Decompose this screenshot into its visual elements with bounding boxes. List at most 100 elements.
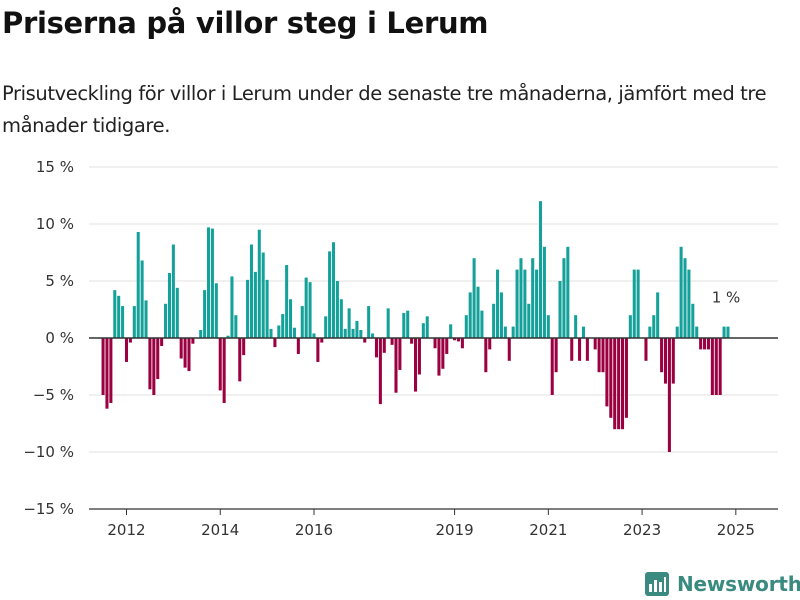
bar <box>347 308 351 338</box>
y-tick-label: 0 % <box>45 329 74 347</box>
bar <box>621 338 625 430</box>
bar <box>538 201 543 338</box>
newsworthy-logo-icon <box>645 572 669 596</box>
bar <box>546 315 550 338</box>
bar <box>511 326 515 338</box>
bar <box>628 315 632 338</box>
y-tick-label: 10 % <box>36 215 74 233</box>
x-tick-label: 2014 <box>201 521 239 539</box>
bar <box>624 338 628 418</box>
bar <box>593 338 597 350</box>
bar <box>406 310 410 338</box>
bar <box>675 326 679 338</box>
bar <box>222 338 226 403</box>
bar <box>128 338 132 343</box>
bar <box>718 338 722 395</box>
bar <box>566 246 570 338</box>
bar <box>304 277 308 338</box>
bar <box>390 338 394 345</box>
bar <box>527 303 531 338</box>
bar <box>218 338 222 391</box>
bar <box>550 338 554 395</box>
newsworthy-logo: Newsworthy <box>644 568 800 600</box>
bar <box>359 330 363 338</box>
bar <box>132 306 136 338</box>
bar <box>292 327 296 338</box>
y-tick-label: −15 % <box>23 500 74 518</box>
bar <box>472 258 476 338</box>
bar <box>453 338 457 341</box>
bar <box>246 279 250 338</box>
bar <box>199 330 203 338</box>
bar <box>601 338 605 373</box>
y-tick-label: 15 % <box>36 158 74 176</box>
bar <box>663 338 668 384</box>
bar <box>597 338 601 373</box>
bar <box>101 338 105 395</box>
bar <box>238 338 242 382</box>
bar <box>203 290 207 338</box>
bar <box>714 338 718 395</box>
bar <box>316 338 320 362</box>
x-tick-label: 2025 <box>717 521 755 539</box>
bar <box>679 246 683 338</box>
bar <box>652 315 656 338</box>
bar <box>265 279 269 338</box>
bar <box>464 315 468 338</box>
bar <box>351 328 355 338</box>
bar <box>441 338 445 369</box>
bar <box>308 282 312 338</box>
bar <box>437 338 441 376</box>
bar <box>324 316 328 338</box>
bar <box>121 306 125 338</box>
bar <box>667 338 671 452</box>
bar <box>425 316 429 338</box>
bar <box>609 338 613 418</box>
bar <box>617 338 621 430</box>
bar <box>570 338 574 361</box>
chart-subtitle: Prisutveckling för villor i Lerum under … <box>2 82 767 137</box>
bar <box>492 303 496 338</box>
bar <box>105 338 109 409</box>
bar <box>523 269 527 338</box>
x-tick-label: 2012 <box>107 521 145 539</box>
y-tick-label: −5 % <box>33 386 74 404</box>
bar <box>136 231 140 338</box>
bar <box>414 338 418 392</box>
x-tick-label: 2019 <box>435 521 473 539</box>
bar <box>269 328 273 338</box>
bar <box>687 269 691 338</box>
bar <box>374 338 378 358</box>
bar <box>691 303 695 338</box>
bar <box>206 227 211 338</box>
bar <box>113 290 117 338</box>
bar <box>371 333 375 338</box>
bar <box>644 338 648 361</box>
bar <box>331 242 336 338</box>
x-tick-label: 2023 <box>623 521 661 539</box>
bar <box>253 271 257 338</box>
bar <box>581 326 585 338</box>
bar <box>468 292 472 338</box>
bar <box>503 326 507 338</box>
bar <box>187 338 191 372</box>
bar <box>476 286 480 338</box>
bar <box>140 260 144 338</box>
bar <box>117 295 121 338</box>
bar <box>156 338 160 380</box>
bar <box>683 258 687 338</box>
bar <box>320 338 324 343</box>
bar <box>378 338 382 405</box>
bar <box>144 300 148 338</box>
bar <box>394 338 398 393</box>
bar <box>171 244 175 338</box>
bar <box>496 269 500 338</box>
bar <box>710 338 714 395</box>
bar <box>242 338 246 356</box>
bar <box>249 244 254 338</box>
bar <box>167 273 171 338</box>
bar <box>671 338 675 384</box>
bar <box>289 299 293 338</box>
bar <box>296 338 300 354</box>
bar <box>605 338 609 407</box>
